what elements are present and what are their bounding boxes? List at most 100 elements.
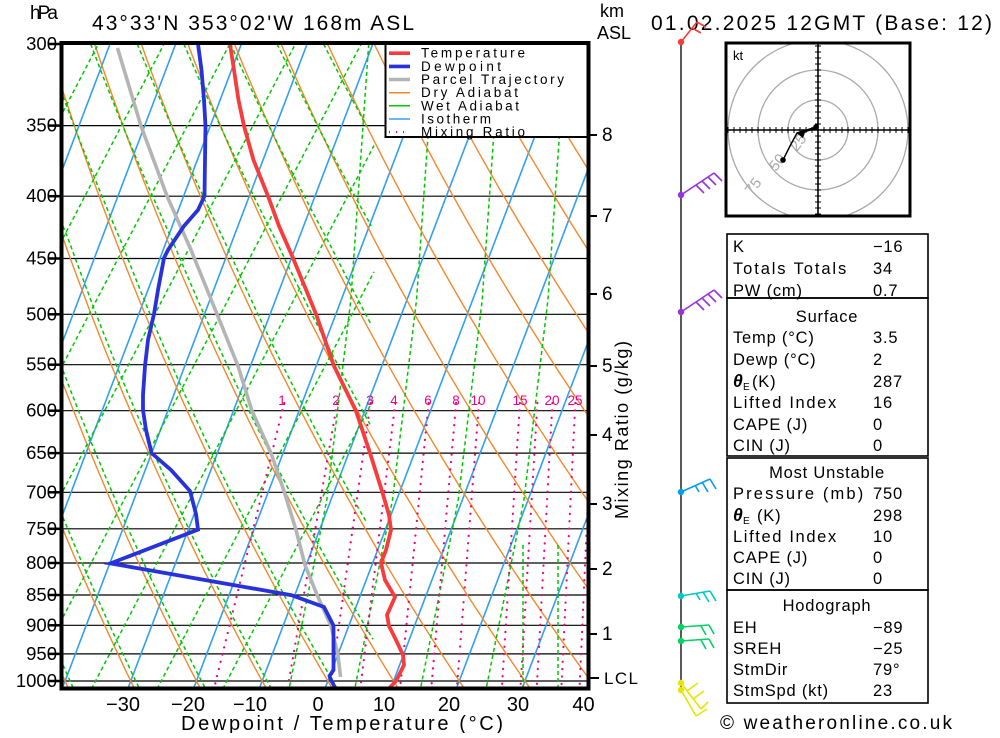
svg-text:34: 34 xyxy=(873,260,893,278)
svg-text:79°: 79° xyxy=(873,661,900,679)
svg-text:Lifted Index: Lifted Index xyxy=(733,528,837,546)
svg-text:16: 16 xyxy=(873,394,893,412)
svg-text:800: 800 xyxy=(26,552,57,573)
svg-text:2: 2 xyxy=(332,393,340,408)
svg-text:−25: −25 xyxy=(873,640,903,658)
svg-text:750: 750 xyxy=(873,485,903,503)
svg-text:6: 6 xyxy=(602,284,613,305)
svg-text:25: 25 xyxy=(787,131,811,155)
svg-text:23: 23 xyxy=(873,682,893,700)
svg-text:K: K xyxy=(733,238,745,256)
svg-text:8: 8 xyxy=(602,125,613,146)
svg-text:−10: −10 xyxy=(233,694,267,716)
svg-text:6: 6 xyxy=(424,393,432,408)
svg-text:Hodograph: Hodograph xyxy=(783,597,872,615)
svg-text:20: 20 xyxy=(544,393,559,408)
svg-text:2: 2 xyxy=(602,559,613,580)
svg-text:4: 4 xyxy=(602,425,613,446)
svg-text:CIN (J): CIN (J) xyxy=(733,437,791,455)
svg-text:3.5: 3.5 xyxy=(873,329,898,347)
svg-text:3: 3 xyxy=(366,393,374,408)
svg-text:0: 0 xyxy=(312,694,323,716)
svg-text:650: 650 xyxy=(26,442,57,463)
svg-text:StmDir: StmDir xyxy=(733,661,788,679)
svg-text:CAPE (J): CAPE (J) xyxy=(733,549,808,567)
svg-text:287: 287 xyxy=(873,373,903,391)
svg-text:4: 4 xyxy=(390,393,398,408)
svg-text:Mixing Ratio: Mixing Ratio xyxy=(421,125,525,140)
svg-text:1: 1 xyxy=(278,393,286,408)
svg-text:Temp (°C): Temp (°C) xyxy=(733,329,815,347)
svg-text:450: 450 xyxy=(26,248,57,269)
svg-text:StmSpd (kt): StmSpd (kt) xyxy=(733,682,829,700)
svg-text:950: 950 xyxy=(26,643,57,664)
svg-text:43°33'N 353°02'W 168m ASL: 43°33'N 353°02'W 168m ASL xyxy=(92,12,414,35)
svg-text:−30: −30 xyxy=(106,694,140,716)
svg-text:750: 750 xyxy=(26,518,57,539)
svg-text:600: 600 xyxy=(26,400,57,421)
svg-text:7: 7 xyxy=(602,206,613,227)
svg-text:50: 50 xyxy=(766,151,790,175)
svg-text:0.7: 0.7 xyxy=(873,282,898,300)
svg-text:SREH: SREH xyxy=(733,640,782,658)
svg-text:PW (cm): PW (cm) xyxy=(733,282,803,300)
svg-text:Dry Adiabat: Dry Adiabat xyxy=(421,85,518,100)
svg-text:km: km xyxy=(600,1,624,21)
svg-text:E: E xyxy=(743,382,750,393)
svg-text:0: 0 xyxy=(873,416,883,434)
svg-text:© weatheronline.co.uk: © weatheronline.co.uk xyxy=(720,713,953,733)
svg-text:Pressure (mb): Pressure (mb) xyxy=(733,485,864,503)
svg-text:10: 10 xyxy=(373,694,395,716)
svg-text:400: 400 xyxy=(26,185,57,206)
svg-text:30: 30 xyxy=(507,694,529,716)
svg-text:Mixing Ratio (g/kg): Mixing Ratio (g/kg) xyxy=(612,341,632,519)
svg-text:300: 300 xyxy=(26,33,57,54)
svg-text:Most Unstable: Most Unstable xyxy=(769,464,885,482)
svg-text:75: 75 xyxy=(742,175,766,199)
svg-text:−20: −20 xyxy=(171,694,205,716)
svg-text:CIN (J): CIN (J) xyxy=(733,570,791,588)
svg-text:θ: θ xyxy=(733,505,743,525)
svg-text:0: 0 xyxy=(873,549,883,567)
svg-text:−16: −16 xyxy=(873,238,903,256)
svg-text:Isotherm: Isotherm xyxy=(421,112,491,127)
svg-text:E: E xyxy=(743,516,750,527)
svg-text:10: 10 xyxy=(470,393,485,408)
svg-text:850: 850 xyxy=(26,584,57,605)
svg-text:01.02.2025 12GMT (Base: 12): 01.02.2025 12GMT (Base: 12) xyxy=(651,12,992,35)
svg-text:EH: EH xyxy=(733,619,758,637)
svg-text:350: 350 xyxy=(26,115,57,136)
svg-text:700: 700 xyxy=(26,481,57,502)
svg-text:Dewpoint: Dewpoint xyxy=(421,59,501,74)
svg-text:0: 0 xyxy=(873,570,883,588)
svg-text:25: 25 xyxy=(567,393,582,408)
svg-text:Surface: Surface xyxy=(796,308,858,326)
svg-text:(K): (K) xyxy=(752,373,776,391)
svg-text:0: 0 xyxy=(873,437,883,455)
svg-text:5: 5 xyxy=(602,356,613,377)
svg-text:Totals Totals: Totals Totals xyxy=(733,260,847,278)
svg-text:40: 40 xyxy=(572,694,594,716)
svg-text:Dewpoint / Temperature (°C): Dewpoint / Temperature (°C) xyxy=(181,713,503,733)
svg-text:LCL: LCL xyxy=(604,669,638,688)
svg-text:15: 15 xyxy=(512,393,527,408)
svg-text:1: 1 xyxy=(602,624,613,645)
svg-text:550: 550 xyxy=(26,354,57,375)
svg-text:298: 298 xyxy=(873,507,903,525)
svg-text:kt: kt xyxy=(733,48,744,63)
svg-text:−89: −89 xyxy=(873,619,903,637)
svg-text:10: 10 xyxy=(873,528,893,546)
svg-text:8: 8 xyxy=(452,393,460,408)
svg-text:Dewp (°C): Dewp (°C) xyxy=(733,351,816,369)
svg-text:20: 20 xyxy=(438,694,460,716)
svg-text:Lifted Index: Lifted Index xyxy=(733,394,837,412)
svg-text:3: 3 xyxy=(602,494,613,515)
svg-text:900: 900 xyxy=(26,614,57,635)
svg-text:hPa: hPa xyxy=(30,3,58,24)
svg-text:1000: 1000 xyxy=(16,670,57,691)
svg-text:2: 2 xyxy=(873,351,883,369)
svg-text:(K): (K) xyxy=(757,507,781,525)
svg-text:θ: θ xyxy=(733,371,743,391)
svg-text:CAPE (J): CAPE (J) xyxy=(733,416,808,434)
svg-text:Wet Adiabat: Wet Adiabat xyxy=(421,98,519,113)
